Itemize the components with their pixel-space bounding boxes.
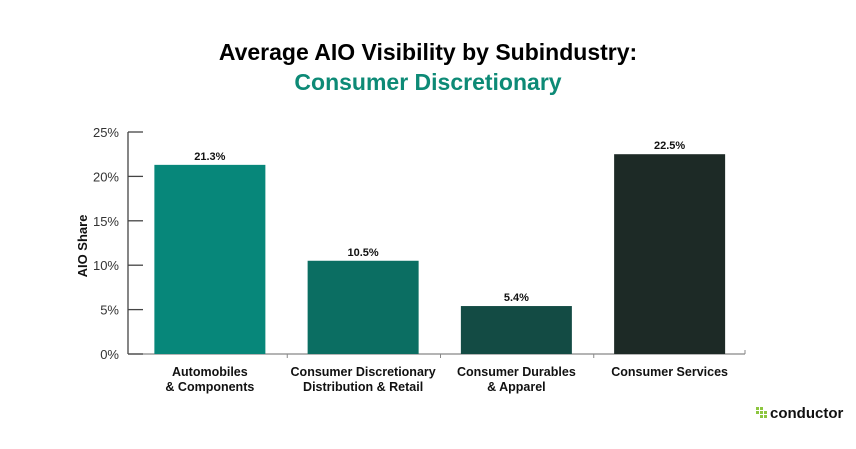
x-category-label: Consumer Durables — [457, 365, 576, 379]
x-category-label: Consumer Discretionary — [291, 365, 436, 379]
logo-square — [756, 411, 759, 414]
logo-square — [764, 415, 767, 418]
x-category-label: Distribution & Retail — [303, 380, 423, 394]
bar — [614, 154, 726, 354]
data-label: 5.4% — [504, 292, 529, 304]
y-tick-label: 20% — [93, 169, 119, 184]
y-tick-label: 0% — [100, 347, 119, 362]
y-tick-label: 10% — [93, 258, 119, 273]
data-label: 21.3% — [194, 151, 225, 163]
logo-square — [760, 411, 763, 414]
y-tick-label: 25% — [93, 125, 119, 140]
data-label: 10.5% — [348, 247, 379, 259]
y-tick-label: 5% — [100, 303, 119, 318]
x-category-label: Automobiles — [172, 365, 248, 379]
x-category-label: Consumer Services — [611, 365, 728, 379]
data-label: 22.5% — [654, 140, 685, 152]
y-axis-label: AIO Share — [75, 215, 90, 278]
bar — [460, 306, 572, 354]
bar — [307, 260, 419, 354]
x-category-label: & Components — [165, 380, 254, 394]
y-tick-label: 15% — [93, 214, 119, 229]
logo-text: conductor — [770, 405, 843, 422]
x-category-label: & Apparel — [487, 380, 546, 394]
bar — [154, 164, 266, 354]
logo-square — [756, 407, 759, 410]
chart-title: Average AIO Visibility by Subindustry: — [219, 39, 637, 65]
conductor-logo-mark-icon — [756, 407, 767, 418]
logo-square — [760, 407, 763, 410]
logo-square — [760, 415, 763, 418]
logo-square — [764, 411, 767, 414]
chart-subtitle: Consumer Discretionary — [294, 69, 561, 95]
conductor-logo: conductor — [756, 405, 843, 422]
